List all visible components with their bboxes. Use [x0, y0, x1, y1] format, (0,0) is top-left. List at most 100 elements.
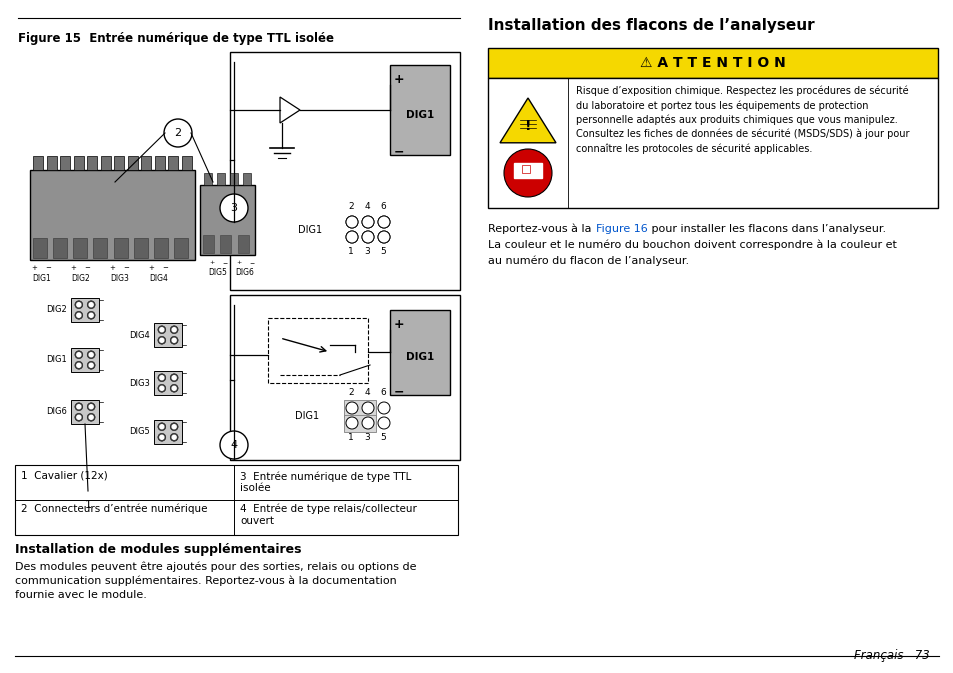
Text: Français   73: Français 73 [853, 649, 929, 662]
Text: 2: 2 [174, 128, 181, 138]
Circle shape [74, 301, 83, 309]
Bar [87, 156, 97, 170]
Text: Figure 15  Entrée numérique de type TTL isolée: Figure 15 Entrée numérique de type TTL i… [18, 32, 334, 45]
Text: 4: 4 [231, 440, 237, 450]
Circle shape [377, 216, 390, 228]
Bar [344, 415, 375, 432]
Text: 1: 1 [85, 500, 91, 510]
Bar [153, 420, 182, 444]
Bar [113, 238, 128, 258]
Bar [268, 318, 368, 383]
Circle shape [89, 303, 93, 307]
Text: au numéro du flacon de l’analyseur.: au numéro du flacon de l’analyseur. [488, 256, 688, 267]
Text: DIG5: DIG5 [209, 268, 227, 277]
Circle shape [170, 433, 178, 441]
Bar [488, 48, 937, 78]
Circle shape [157, 374, 166, 382]
Circle shape [377, 216, 390, 228]
Text: 6: 6 [379, 202, 385, 211]
Bar [169, 156, 178, 170]
Circle shape [160, 435, 164, 439]
Bar [73, 156, 84, 170]
Circle shape [89, 353, 93, 357]
Circle shape [157, 423, 166, 431]
Circle shape [89, 313, 93, 317]
Circle shape [157, 336, 166, 345]
Bar [60, 156, 70, 170]
Text: +: + [148, 265, 153, 271]
Circle shape [89, 363, 93, 367]
Bar [182, 156, 192, 170]
Circle shape [172, 328, 176, 332]
Text: +: + [209, 260, 214, 265]
Text: −: − [222, 260, 228, 265]
Text: DIG2: DIG2 [71, 274, 91, 283]
Text: 5: 5 [379, 247, 385, 256]
Text: Risque d’exposition chimique. Respectez les procédures de sécurité
du laboratoir: Risque d’exposition chimique. Respectez … [576, 86, 908, 154]
Text: Installation de modules supplémentaires: Installation de modules supplémentaires [15, 543, 301, 556]
Circle shape [87, 351, 95, 359]
Circle shape [160, 339, 164, 343]
Circle shape [361, 216, 374, 228]
Circle shape [220, 194, 248, 222]
Text: 4  Entrée de type relais/collecteur
ouvert: 4 Entrée de type relais/collecteur ouver… [240, 504, 416, 526]
Bar [521, 165, 530, 173]
Bar [154, 156, 165, 170]
Text: 3  Entrée numérique de type TTL
isolée: 3 Entrée numérique de type TTL isolée [240, 471, 411, 493]
Circle shape [170, 336, 178, 345]
Text: −: − [84, 265, 90, 271]
Text: +: + [236, 260, 241, 265]
Text: +: + [109, 265, 114, 271]
Bar [243, 173, 251, 185]
Circle shape [170, 374, 178, 382]
Text: +: + [394, 73, 404, 86]
Text: −: − [394, 145, 404, 158]
Circle shape [74, 413, 83, 421]
Bar [488, 78, 937, 208]
Bar [359, 229, 399, 246]
Circle shape [361, 417, 374, 429]
Text: Des modules peuvent être ajoutés pour des sorties, relais ou options de
communic: Des modules peuvent être ajoutés pour de… [15, 561, 416, 600]
Bar [47, 156, 56, 170]
Bar [173, 238, 188, 258]
Text: 5: 5 [379, 433, 385, 442]
Circle shape [74, 402, 83, 411]
Bar [220, 235, 232, 253]
Circle shape [361, 231, 374, 243]
Circle shape [172, 339, 176, 343]
Circle shape [346, 216, 357, 228]
Bar [93, 238, 108, 258]
Bar [230, 173, 237, 185]
Bar [33, 156, 43, 170]
Circle shape [361, 402, 374, 414]
Bar [390, 310, 450, 395]
Bar [141, 156, 152, 170]
Circle shape [172, 386, 176, 390]
Circle shape [89, 404, 93, 409]
Text: −: − [394, 385, 404, 398]
Circle shape [87, 301, 95, 309]
Circle shape [77, 415, 81, 419]
Text: 1  Cavalier (12x): 1 Cavalier (12x) [21, 471, 108, 481]
Text: DIG6: DIG6 [46, 407, 67, 417]
Circle shape [220, 431, 248, 459]
Text: −: − [249, 260, 254, 265]
Circle shape [172, 376, 176, 380]
Text: DIG2: DIG2 [46, 306, 67, 314]
Circle shape [503, 149, 552, 197]
Text: +: + [31, 265, 37, 271]
Bar [344, 400, 375, 417]
Bar [230, 52, 459, 290]
Bar [15, 465, 457, 535]
Circle shape [164, 119, 192, 147]
Text: 1: 1 [348, 433, 354, 442]
Circle shape [377, 417, 390, 429]
Text: 2: 2 [348, 202, 354, 211]
Circle shape [170, 326, 178, 334]
Text: Reportez-vous à la: Reportez-vous à la [488, 224, 595, 234]
Bar [203, 235, 213, 253]
Bar [153, 371, 182, 395]
Circle shape [170, 384, 178, 392]
Circle shape [170, 423, 178, 431]
Text: DIG1: DIG1 [32, 274, 51, 283]
